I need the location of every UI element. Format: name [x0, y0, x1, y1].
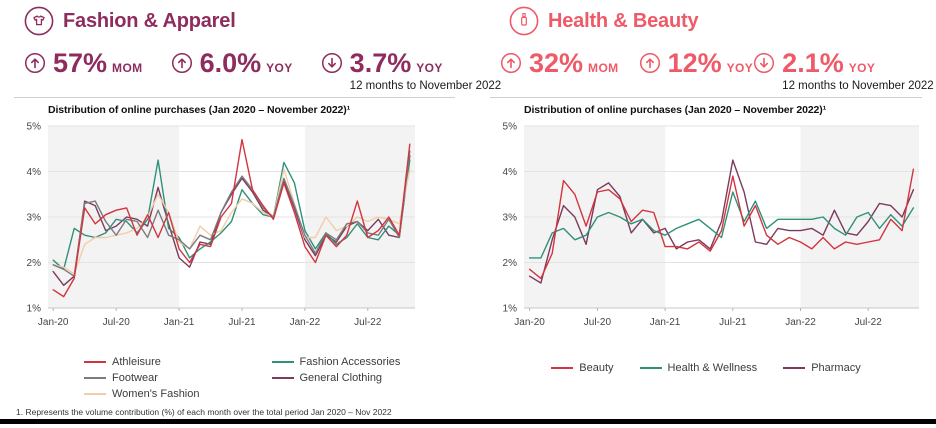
legend-label: Athleisure: [112, 356, 161, 368]
svg-text:Jul-20: Jul-20: [584, 317, 612, 328]
up-arrow-icon: [171, 52, 192, 74]
cosmetics-icon: [509, 6, 539, 36]
legend-item: Beauty: [551, 362, 614, 374]
stat-value: 3.7%: [349, 48, 412, 78]
legend-item: Pharmacy: [783, 362, 861, 374]
svg-text:Jan-20: Jan-20: [514, 317, 545, 328]
stat-caption: 12 months to November 2022: [349, 80, 502, 93]
divider: [490, 97, 922, 98]
panel-header: Fashion & Apparel: [24, 6, 236, 36]
bottom-bar: [0, 419, 936, 424]
legend-swatch: [639, 367, 662, 369]
svg-text:Jan-21: Jan-21: [164, 317, 195, 328]
legend-label: Pharmacy: [811, 362, 861, 374]
legend-item: Athleisure: [84, 356, 200, 368]
stat-unit: YOY: [416, 61, 443, 75]
panel-fashion-apparel: Fashion & Apparel 57% MOM 6.0%: [14, 0, 501, 428]
chart-legend: Beauty Health & Wellness Pharmacy: [490, 362, 922, 374]
svg-text:1%: 1%: [503, 304, 518, 315]
legend-swatch: [551, 367, 574, 369]
stat-unit: YOY: [726, 61, 754, 75]
footnote: 1. Represents the volume contribution (%…: [16, 407, 392, 417]
legend-swatch: [84, 361, 106, 363]
svg-text:Jul-21: Jul-21: [719, 317, 747, 328]
panel-title: Health & Beauty: [548, 9, 699, 32]
stat-unit: YOY: [266, 61, 293, 75]
divider: [14, 97, 455, 98]
line-chart-svg: 1% 2% 3% 4% 5% Jan-20 Jul-20 Jan-21 Jul-21 Jan-22…: [503, 122, 919, 328]
legend-item: General Clothing: [271, 372, 401, 384]
svg-text:2%: 2%: [503, 258, 518, 269]
stat-value: 57%: [53, 48, 108, 78]
svg-text:Jan-22: Jan-22: [290, 317, 321, 328]
up-arrow-icon: [639, 52, 660, 74]
stat-value: 6.0%: [199, 48, 262, 78]
stat-mom: 32% MOM: [500, 49, 619, 77]
legend-label: Women's Fashion: [112, 388, 200, 400]
chart-title: Distribution of online purchases (Jan 20…: [48, 104, 351, 116]
stat-yoy: 12% YOY: [639, 49, 754, 77]
legend-item: Women's Fashion: [84, 388, 200, 400]
svg-text:Jul-21: Jul-21: [228, 317, 256, 328]
svg-text:3%: 3%: [503, 213, 518, 224]
svg-text:Jan-22: Jan-22: [785, 317, 816, 328]
stat-mom: 57% MOM: [24, 49, 143, 77]
panel-title: Fashion & Apparel: [63, 9, 236, 32]
stat-unit: MOM: [588, 61, 619, 75]
svg-text:2%: 2%: [27, 258, 42, 269]
svg-text:Jan-20: Jan-20: [38, 317, 69, 328]
legend-label: Beauty: [579, 362, 614, 374]
stat-value: 2.1%: [782, 48, 844, 78]
down-arrow-icon: [321, 52, 342, 74]
legend-swatch: [271, 377, 294, 379]
stat-caption: 12 months to November 2022: [782, 80, 934, 93]
svg-text:Jul-20: Jul-20: [103, 317, 131, 328]
panel-health-beauty: Health & Beauty 32% MOM 12%: [490, 0, 934, 428]
svg-text:4%: 4%: [27, 167, 42, 178]
legend-label: Health & Wellness: [667, 362, 758, 374]
legend-label: General Clothing: [299, 372, 383, 384]
svg-text:Jul-22: Jul-22: [354, 317, 382, 328]
stat-unit: YOY: [848, 61, 876, 75]
tshirt-icon: [24, 6, 54, 36]
legend-swatch: [271, 361, 294, 363]
stat-value: 12%: [667, 48, 722, 78]
stat-yoy-12m: 3.7% YOY 12 months to November 2022: [321, 48, 502, 93]
panel-header: Health & Beauty: [509, 6, 699, 36]
legend-label: Footwear: [112, 372, 158, 384]
svg-text:Jan-21: Jan-21: [650, 317, 681, 328]
legend-swatch: [84, 393, 106, 395]
stat-value: 32%: [529, 48, 584, 78]
line-chart-svg: 1% 2% 3% 4% 5% Jan-20 Jul-20 Jan-21 Jul-21 Jan-22…: [27, 122, 415, 328]
chart-legend: Athleisure Footwear Women's Fashion Fashion…: [84, 354, 400, 402]
legend-item: Fashion Accessories: [271, 356, 401, 368]
legend-label: Fashion Accessories: [299, 356, 401, 368]
up-arrow-icon: [500, 52, 522, 74]
up-arrow-icon: [24, 52, 46, 74]
stats-row: 32% MOM 12% YOY: [500, 49, 934, 92]
chart-title: Distribution of online purchases (Jan 20…: [524, 104, 827, 116]
legend-item: Health & Wellness: [639, 362, 758, 374]
stat-yoy: 6.0% YOY: [171, 49, 293, 77]
svg-text:Jul-22: Jul-22: [855, 317, 883, 328]
fashion-line-chart: 1% 2% 3% 4% 5% Jan-20 Jul-20 Jan-21 Jul-21 Jan-22…: [14, 120, 418, 332]
svg-text:3%: 3%: [27, 213, 42, 224]
legend-item: Footwear: [84, 372, 200, 384]
stat-unit: MOM: [112, 61, 143, 75]
down-arrow-icon: [754, 52, 775, 74]
stats-row: 57% MOM 6.0% YOY: [24, 49, 501, 92]
stat-yoy-12m: 2.1% YOY 12 months to November 2022: [753, 49, 934, 92]
health-line-chart: 1% 2% 3% 4% 5% Jan-20 Jul-20 Jan-21 Jul-21 Jan-22…: [490, 120, 922, 332]
svg-text:5%: 5%: [503, 122, 518, 133]
svg-text:4%: 4%: [503, 167, 518, 178]
svg-text:5%: 5%: [27, 122, 42, 133]
svg-text:1%: 1%: [27, 304, 42, 315]
legend-swatch: [84, 377, 106, 379]
legend-swatch: [783, 367, 806, 369]
